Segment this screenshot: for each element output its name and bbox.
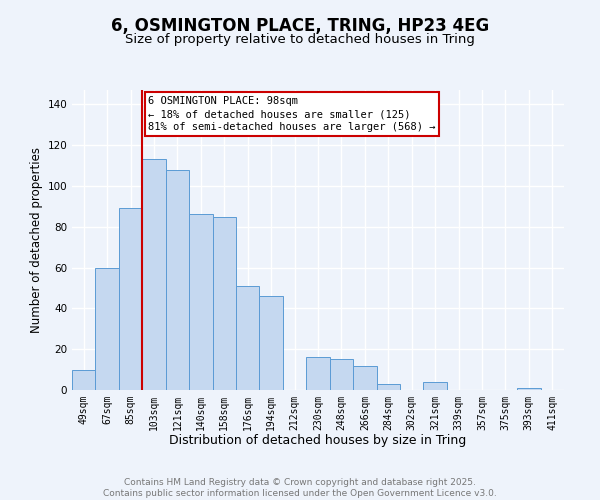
- X-axis label: Distribution of detached houses by size in Tring: Distribution of detached houses by size …: [169, 434, 467, 448]
- Bar: [119, 208, 142, 390]
- Bar: [377, 384, 400, 390]
- Text: 6, OSMINGTON PLACE, TRING, HP23 4EG: 6, OSMINGTON PLACE, TRING, HP23 4EG: [111, 18, 489, 36]
- Y-axis label: Number of detached properties: Number of detached properties: [30, 147, 43, 333]
- Bar: [142, 160, 166, 390]
- Bar: [189, 214, 212, 390]
- Bar: [72, 370, 95, 390]
- Bar: [424, 382, 447, 390]
- Text: Contains HM Land Registry data © Crown copyright and database right 2025.
Contai: Contains HM Land Registry data © Crown c…: [103, 478, 497, 498]
- Bar: [517, 388, 541, 390]
- Bar: [212, 216, 236, 390]
- Bar: [95, 268, 119, 390]
- Bar: [236, 286, 259, 390]
- Text: 6 OSMINGTON PLACE: 98sqm
← 18% of detached houses are smaller (125)
81% of semi-: 6 OSMINGTON PLACE: 98sqm ← 18% of detach…: [148, 96, 436, 132]
- Bar: [166, 170, 189, 390]
- Bar: [330, 360, 353, 390]
- Text: Size of property relative to detached houses in Tring: Size of property relative to detached ho…: [125, 32, 475, 46]
- Bar: [353, 366, 377, 390]
- Bar: [259, 296, 283, 390]
- Bar: [306, 358, 330, 390]
